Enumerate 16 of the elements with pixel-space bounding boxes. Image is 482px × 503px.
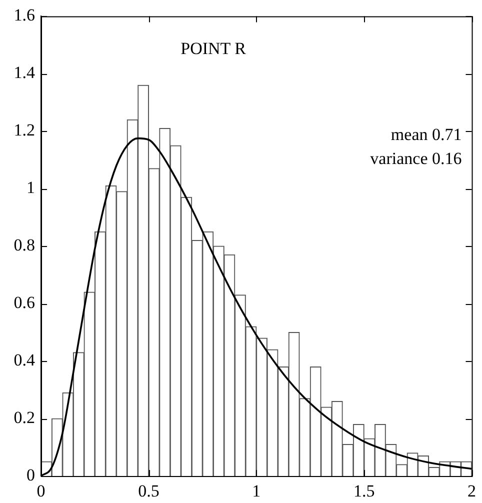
y-tick-label: 0.2: [14, 408, 35, 427]
y-tick-label: 0.4: [14, 350, 36, 370]
y-tick-label: 1.4: [14, 63, 36, 82]
x-tick-label: 2: [468, 482, 476, 501]
y-tick-label: 0.8: [14, 236, 35, 255]
x-tick-label: 0.5: [138, 482, 160, 501]
text: POINT R: [180, 39, 247, 58]
x-tick-label: 1.5: [353, 482, 375, 501]
y-tick-label: 1.2: [14, 120, 35, 140]
y-tick-label: 1: [26, 178, 35, 198]
annotation: variance 0.16: [370, 149, 462, 168]
y-tick-label: 1.6: [14, 6, 35, 25]
y-tick-label: 0.6: [14, 293, 35, 312]
x-tick-label: 1: [252, 482, 261, 501]
y-tick-label: 0: [26, 465, 35, 484]
annotation: mean 0.71: [390, 125, 462, 144]
